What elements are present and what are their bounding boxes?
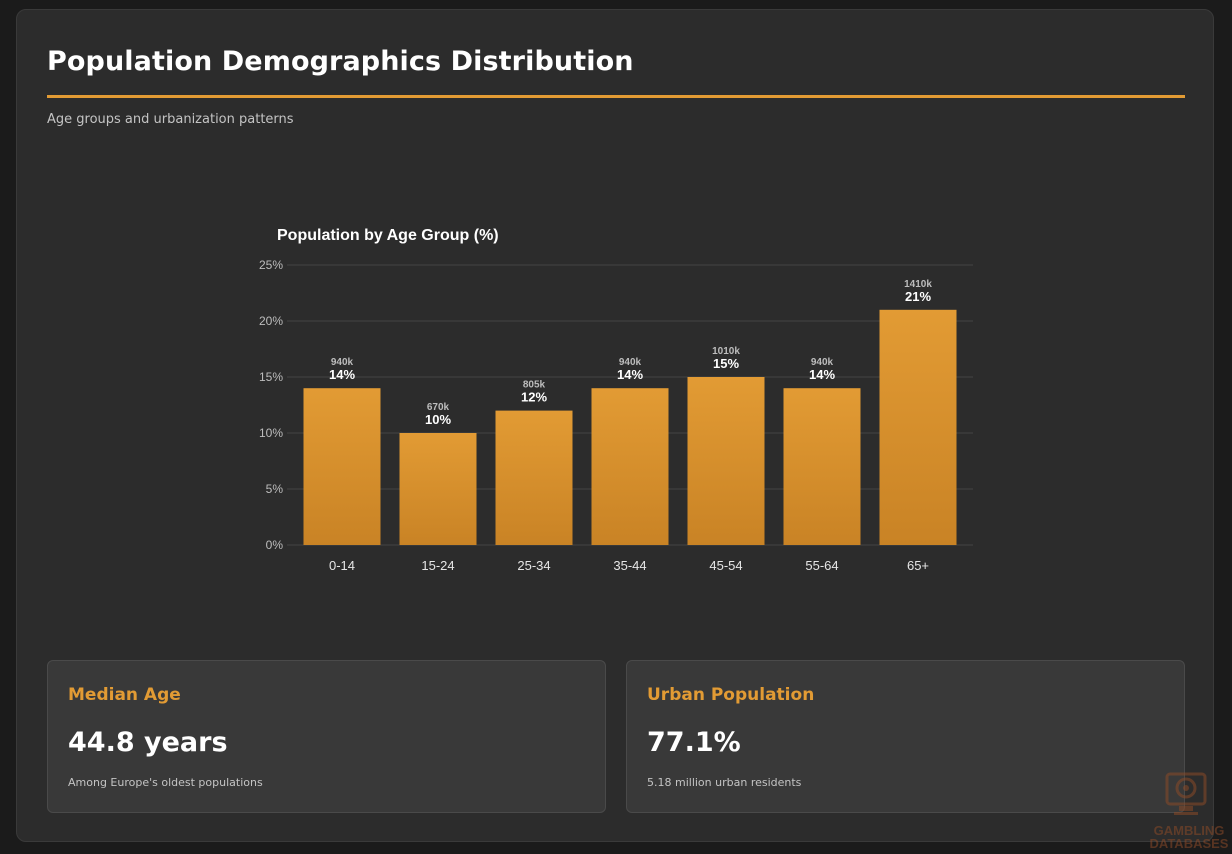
bar-count-label: 1410k <box>904 279 932 290</box>
y-tick-label: 0% <box>266 538 284 552</box>
median-age-value: 44.8 years <box>68 727 228 758</box>
urban-population-card: Urban Population 77.1% 5.18 million urba… <box>626 660 1185 813</box>
watermark-line1: GAMBLING <box>1153 823 1225 838</box>
median-age-card: Median Age 44.8 years Among Europe's old… <box>47 660 606 813</box>
x-tick-label: 65+ <box>907 558 929 573</box>
y-tick-label: 25% <box>259 258 283 272</box>
y-tick-label: 15% <box>259 370 283 384</box>
bar-count-label: 940k <box>811 357 834 368</box>
bar <box>399 433 477 545</box>
title-divider <box>47 95 1185 98</box>
monitor-chip-icon <box>1165 772 1207 815</box>
urban-population-label: Urban Population <box>647 685 815 705</box>
y-tick-label: 10% <box>259 426 283 440</box>
bar <box>495 410 573 545</box>
x-tick-label: 0-14 <box>329 558 355 573</box>
bar-value-label: 21% <box>905 289 931 304</box>
bar-value-label: 15% <box>713 356 739 371</box>
page-title: Population Demographics Distribution <box>47 46 634 77</box>
y-tick-label: 5% <box>266 482 284 496</box>
x-tick-label: 25-34 <box>517 558 550 573</box>
bar <box>879 309 957 545</box>
x-tick-label: 55-64 <box>805 558 838 573</box>
bar-count-label: 940k <box>619 357 642 368</box>
y-tick-label: 20% <box>259 314 283 328</box>
watermark-logo: GAMBLING DATABASES <box>1146 768 1232 854</box>
watermark-line2: DATABASES <box>1149 836 1229 851</box>
chart-title: Population by Age Group (%) <box>277 227 499 244</box>
bar-count-label: 805k <box>523 380 546 391</box>
median-age-note: Among Europe's oldest populations <box>68 776 263 789</box>
median-age-label: Median Age <box>68 685 181 705</box>
bar-value-label: 10% <box>425 412 451 427</box>
urban-population-value: 77.1% <box>647 727 741 758</box>
bar-count-label: 1010k <box>712 346 740 357</box>
bar-value-label: 14% <box>617 367 643 382</box>
x-tick-label: 15-24 <box>421 558 454 573</box>
bar <box>303 388 381 545</box>
x-tick-label: 45-54 <box>709 558 742 573</box>
page-subtitle: Age groups and urbanization patterns <box>47 112 294 127</box>
bar-count-label: 940k <box>331 357 354 368</box>
bar <box>591 388 669 545</box>
x-tick-label: 35-44 <box>613 558 646 573</box>
age-group-bar-chart: Population by Age Group (%) 0% 5% 10% 15% 20… <box>259 227 973 573</box>
bar <box>687 377 765 545</box>
bar-value-label: 14% <box>809 367 835 382</box>
bar <box>783 388 861 545</box>
bar-value-label: 14% <box>329 367 355 382</box>
main-card: Population Demographics Distribution Age… <box>16 9 1214 842</box>
bar-value-label: 12% <box>521 390 547 405</box>
bar-count-label: 670k <box>427 402 450 413</box>
urban-population-note: 5.18 million urban residents <box>647 776 802 789</box>
